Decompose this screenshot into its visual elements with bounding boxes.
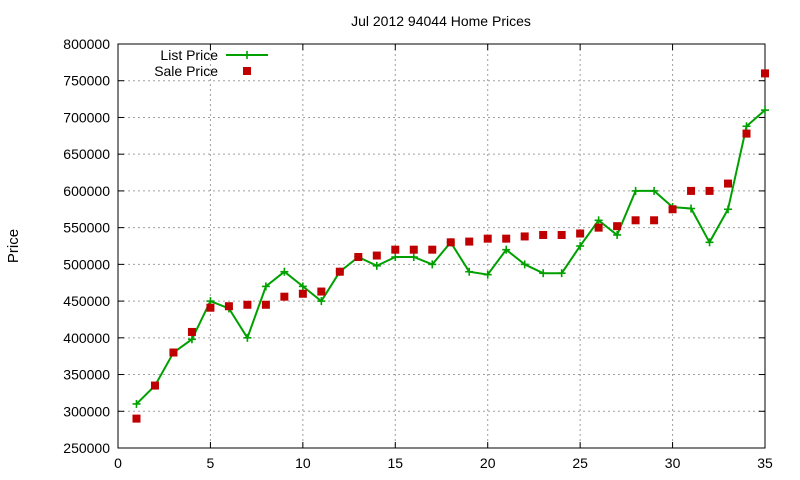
sale-price-point xyxy=(520,232,529,241)
sale-price-point xyxy=(705,186,714,195)
sale-price-point xyxy=(428,245,437,254)
x-tick-label: 35 xyxy=(757,455,773,471)
plot-frame xyxy=(117,43,766,449)
list-price-point xyxy=(613,230,622,239)
list-price-point xyxy=(557,269,566,278)
list-price-point xyxy=(465,267,474,276)
sale-price-point xyxy=(761,69,769,78)
sale-price-point xyxy=(335,267,344,276)
chart-title: Jul 2012 94044 Home Prices xyxy=(351,13,531,29)
list-price-point xyxy=(132,399,141,408)
sale-price-point xyxy=(224,302,233,311)
list-price-point xyxy=(298,282,307,291)
sale-price-point xyxy=(150,381,159,390)
sale-price-point xyxy=(502,234,511,243)
sale-price-point xyxy=(280,292,289,301)
y-tick-label: 750000 xyxy=(63,73,110,89)
sale-price-point xyxy=(594,223,603,232)
sale-price-point xyxy=(169,348,178,357)
series xyxy=(132,69,769,423)
list-price-point xyxy=(742,122,751,131)
list-price-point xyxy=(372,261,381,270)
list-price-point xyxy=(687,204,696,213)
sale-price-point xyxy=(261,300,270,309)
x-tick-label: 20 xyxy=(480,455,496,471)
x-tick-label: 15 xyxy=(387,455,403,471)
sale-price-point xyxy=(372,251,381,260)
y-tick-label: 350000 xyxy=(63,367,110,383)
list-price-point xyxy=(261,282,270,291)
legend-label-list-price: List Price xyxy=(160,47,218,63)
axis-ticks xyxy=(117,43,766,449)
list-price-point xyxy=(650,186,659,195)
y-tick-label: 650000 xyxy=(63,146,110,162)
x-tick-label: 5 xyxy=(207,455,215,471)
sale-price-point xyxy=(742,129,751,138)
sale-price-point xyxy=(206,303,215,312)
list-price-point xyxy=(391,253,400,262)
y-tick-label: 250000 xyxy=(63,440,110,456)
list-price-line xyxy=(135,109,766,405)
sale-price-point xyxy=(132,414,141,423)
sale-price-point xyxy=(317,287,326,296)
legend-swatch-sale-price xyxy=(243,67,251,75)
x-tick-label: 25 xyxy=(572,455,588,471)
list-price-point xyxy=(594,216,603,225)
sale-price-point xyxy=(465,237,474,246)
y-tick-label: 500000 xyxy=(63,256,110,272)
y-axis-label: Price xyxy=(5,229,22,263)
sale-price-point xyxy=(668,205,677,214)
list-price-point xyxy=(483,270,492,279)
sale-price-point xyxy=(483,234,492,243)
list-price-point xyxy=(243,333,252,342)
list-price-point xyxy=(280,267,289,276)
list-price-point xyxy=(428,260,437,269)
x-tick-label: 30 xyxy=(665,455,681,471)
list-price-point xyxy=(576,242,585,250)
sale-price-point xyxy=(613,222,622,231)
sale-price-point xyxy=(724,179,733,188)
sale-price-point xyxy=(354,253,363,262)
legend: List Price Sale Price xyxy=(154,47,268,79)
y-tick-label: 800000 xyxy=(63,36,110,52)
grid xyxy=(118,44,765,448)
list-price-point xyxy=(724,205,733,214)
y-tick-labels: 250000 300000 350000 400000 450000 500000 5500… xyxy=(63,36,110,456)
list-price-point xyxy=(187,335,196,344)
list-price-point xyxy=(631,186,640,195)
sale-price-point xyxy=(687,186,696,195)
sale-price-point xyxy=(576,229,585,238)
y-tick-label: 300000 xyxy=(63,403,110,419)
sale-price-point xyxy=(391,245,400,254)
list-price-point xyxy=(502,245,511,254)
legend-label-sale-price: Sale Price xyxy=(154,63,218,79)
x-tick-labels: 0 5 10 15 20 25 30 35 xyxy=(114,455,773,471)
list-price-point xyxy=(409,253,418,262)
y-tick-label: 550000 xyxy=(63,220,110,236)
sale-price-point xyxy=(557,230,566,239)
legend-swatch-list-price xyxy=(226,51,268,59)
list-price-point xyxy=(520,260,529,269)
list-price-point xyxy=(539,269,548,278)
list-price-point xyxy=(317,297,326,306)
list-price-point xyxy=(705,238,714,247)
sale-price-point xyxy=(298,289,307,298)
sale-price-point xyxy=(539,230,548,239)
sale-price-point xyxy=(243,300,252,309)
sale-price-point xyxy=(650,216,659,225)
x-tick-label: 0 xyxy=(114,455,122,471)
sale-price-point xyxy=(631,216,640,225)
y-tick-label: 700000 xyxy=(63,109,110,125)
sale-price-point xyxy=(409,245,418,254)
sale-price-point xyxy=(446,238,455,247)
sale-price-point xyxy=(187,327,196,336)
y-tick-label: 400000 xyxy=(63,330,110,346)
x-tick-label: 10 xyxy=(295,455,311,471)
y-tick-label: 600000 xyxy=(63,183,110,199)
list-price-point xyxy=(761,106,769,115)
y-tick-label: 450000 xyxy=(63,293,110,309)
